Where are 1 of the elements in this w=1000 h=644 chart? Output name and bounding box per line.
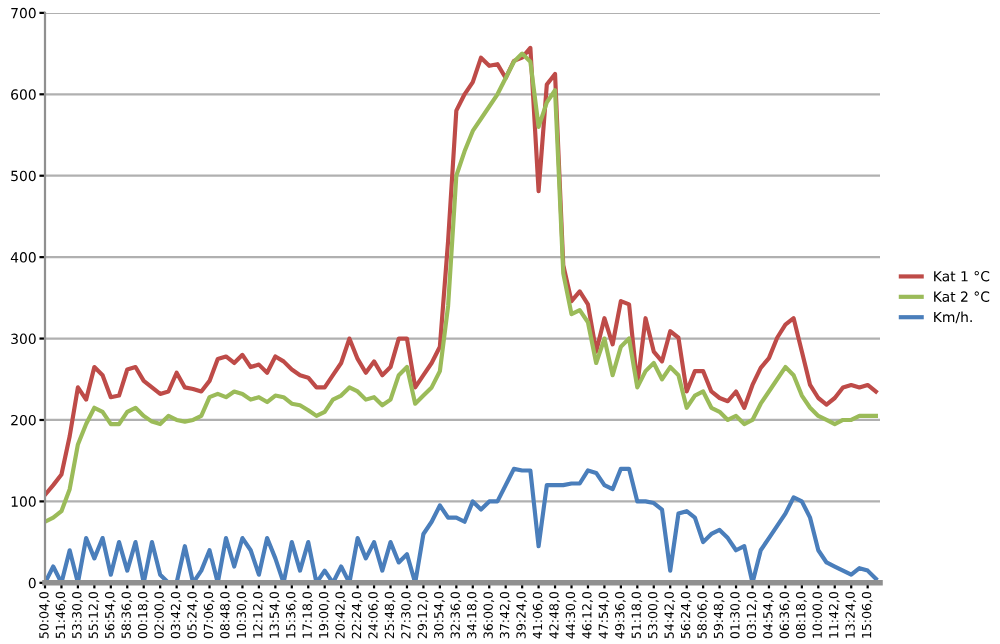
line-series xyxy=(45,466,878,583)
